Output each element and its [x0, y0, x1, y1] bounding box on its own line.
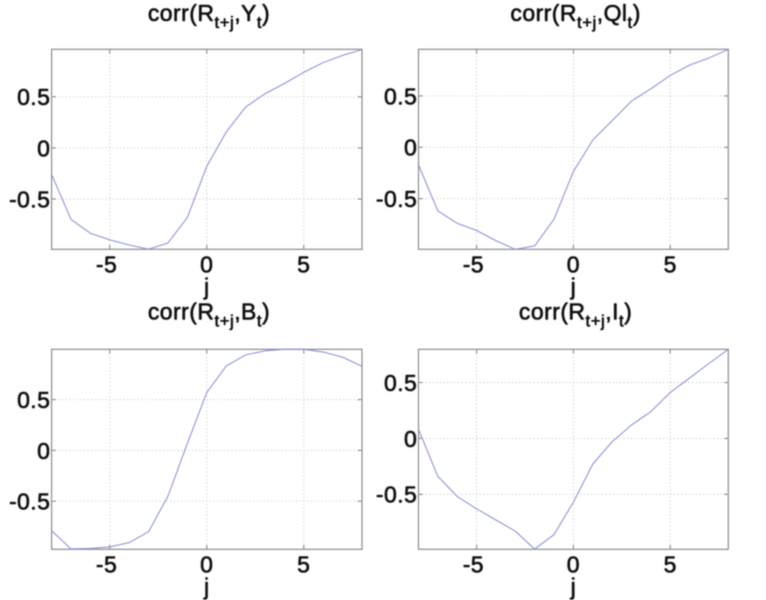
svg-text:j: j: [570, 274, 577, 300]
svg-text:-5: -5: [463, 251, 484, 277]
svg-text:0: 0: [567, 251, 580, 277]
svg-text:-0.5: -0.5: [376, 186, 417, 212]
svg-text:corr(Rt+j​,Qlt​): corr(Rt+j​,Qlt​): [510, 0, 640, 32]
svg-text:0: 0: [404, 135, 417, 161]
svg-text:5: 5: [664, 551, 677, 577]
svg-text:-0.5: -0.5: [9, 186, 50, 212]
svg-text:-0.5: -0.5: [376, 482, 417, 508]
svg-text:0.5: 0.5: [17, 84, 50, 110]
svg-text:-5: -5: [96, 551, 117, 577]
svg-text:0.5: 0.5: [384, 370, 417, 396]
svg-text:0: 0: [567, 551, 580, 577]
svg-text:0.5: 0.5: [384, 83, 417, 109]
svg-text:corr(Rt+j​,It​): corr(Rt+j​,It​): [519, 299, 632, 331]
svg-text:5: 5: [297, 551, 310, 577]
svg-text:corr(Rt+j​,Yt​): corr(Rt+j​,Yt​): [148, 0, 270, 32]
svg-text:-0.5: -0.5: [9, 489, 50, 515]
svg-text:j: j: [570, 574, 577, 600]
svg-text:-5: -5: [96, 251, 117, 277]
svg-text:0: 0: [37, 438, 50, 464]
svg-text:5: 5: [297, 251, 310, 277]
svg-text:5: 5: [664, 251, 677, 277]
svg-text:0: 0: [404, 426, 417, 452]
svg-text:0: 0: [200, 551, 213, 577]
svg-text:0.5: 0.5: [17, 387, 50, 413]
svg-text:0: 0: [200, 251, 213, 277]
svg-text:j: j: [203, 574, 210, 600]
svg-text:j: j: [203, 274, 210, 300]
svg-text:-5: -5: [463, 551, 484, 577]
svg-text:0: 0: [37, 135, 50, 161]
svg-text:corr(Rt+j​,Bt​): corr(Rt+j​,Bt​): [148, 299, 270, 331]
